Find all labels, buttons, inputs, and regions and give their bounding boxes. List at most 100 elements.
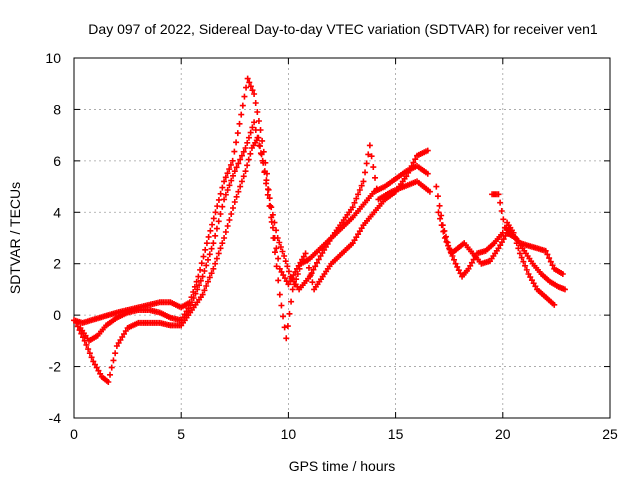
data-point (235, 188, 242, 195)
data-point (231, 199, 238, 205)
x-tick-label: 20 (495, 426, 511, 442)
data-point (561, 286, 568, 293)
data-point (434, 193, 441, 200)
data-point (88, 354, 95, 361)
data-point (349, 204, 356, 211)
data-point (355, 191, 362, 198)
data-point (227, 161, 234, 168)
data-point (203, 262, 210, 269)
data-point (259, 157, 266, 164)
data-point (405, 169, 412, 176)
data-point (530, 280, 537, 287)
y-tick-label: 4 (53, 204, 61, 220)
data-point (412, 156, 419, 163)
data-point (284, 323, 291, 330)
data-point (228, 177, 235, 184)
data-point (206, 251, 213, 258)
data-point (85, 346, 92, 353)
data-point (279, 248, 286, 255)
data-point (527, 274, 534, 281)
data-point (472, 253, 479, 260)
y-tick-label: 0 (53, 307, 61, 323)
data-point (363, 160, 370, 167)
series-track-b (73, 134, 433, 385)
data-point (269, 224, 276, 231)
data-point (495, 191, 502, 198)
data-point (451, 256, 458, 263)
data-point (245, 156, 252, 163)
data-point (254, 109, 261, 115)
y-axis: -4 -2 0 2 4 6 8 10 (45, 50, 610, 426)
data-point (188, 299, 195, 306)
data-point (272, 249, 278, 256)
data-point (525, 271, 532, 277)
data-point (265, 186, 272, 193)
data-point (276, 291, 283, 298)
data-point (302, 250, 309, 257)
data-point (266, 203, 273, 210)
data-point (441, 235, 448, 241)
data-point (244, 139, 251, 146)
data-point (254, 134, 261, 141)
data-point (215, 196, 222, 203)
data-point (281, 253, 288, 259)
data-point (219, 203, 226, 210)
data-point (86, 350, 93, 357)
data-point (230, 172, 237, 179)
data-point (264, 191, 271, 198)
data-point (358, 182, 365, 189)
data-point (236, 120, 243, 127)
data-point (559, 271, 566, 277)
y-tick-label: 6 (53, 153, 61, 169)
data-point (438, 222, 445, 229)
data-point (224, 223, 231, 229)
data-point (241, 93, 248, 100)
data-point (251, 119, 258, 126)
data-point (199, 291, 206, 298)
data-point (528, 277, 535, 284)
x-tick-label: 10 (281, 426, 297, 442)
data-point (224, 170, 231, 177)
data-point (201, 268, 208, 274)
data-point (276, 239, 283, 246)
data-point (351, 237, 358, 244)
data-point (280, 313, 287, 320)
data-point (349, 240, 356, 247)
data-point (282, 258, 289, 265)
y-tick-label: -2 (49, 359, 62, 375)
grid (74, 58, 610, 418)
data-point (208, 270, 215, 277)
data-point (226, 166, 233, 173)
data-point (435, 209, 442, 216)
data-point (194, 286, 201, 293)
data-point (523, 266, 530, 273)
data-point (238, 152, 245, 159)
data-point (353, 234, 360, 241)
data-point (455, 267, 462, 274)
data-point (365, 151, 372, 158)
data-point (178, 317, 185, 324)
data-point (426, 188, 433, 195)
x-tick-label: 0 (70, 426, 78, 442)
data-point (358, 225, 365, 232)
data-point (228, 211, 235, 217)
data-point (210, 215, 217, 222)
data-point (286, 310, 293, 317)
data-point (293, 265, 300, 272)
data-point (209, 221, 216, 228)
data-point (410, 159, 417, 166)
data-point (520, 258, 527, 265)
data-point (235, 160, 242, 167)
data-point (261, 169, 268, 176)
y-tick-label: 8 (53, 101, 61, 117)
data-point (90, 358, 97, 365)
data-point (544, 251, 551, 258)
data-point (210, 240, 217, 247)
data-point (226, 182, 233, 189)
data-point (551, 301, 558, 308)
data-point (210, 265, 217, 272)
data-point (252, 127, 259, 133)
data-point (222, 174, 229, 181)
data-point (222, 191, 229, 198)
data-point (229, 157, 236, 164)
